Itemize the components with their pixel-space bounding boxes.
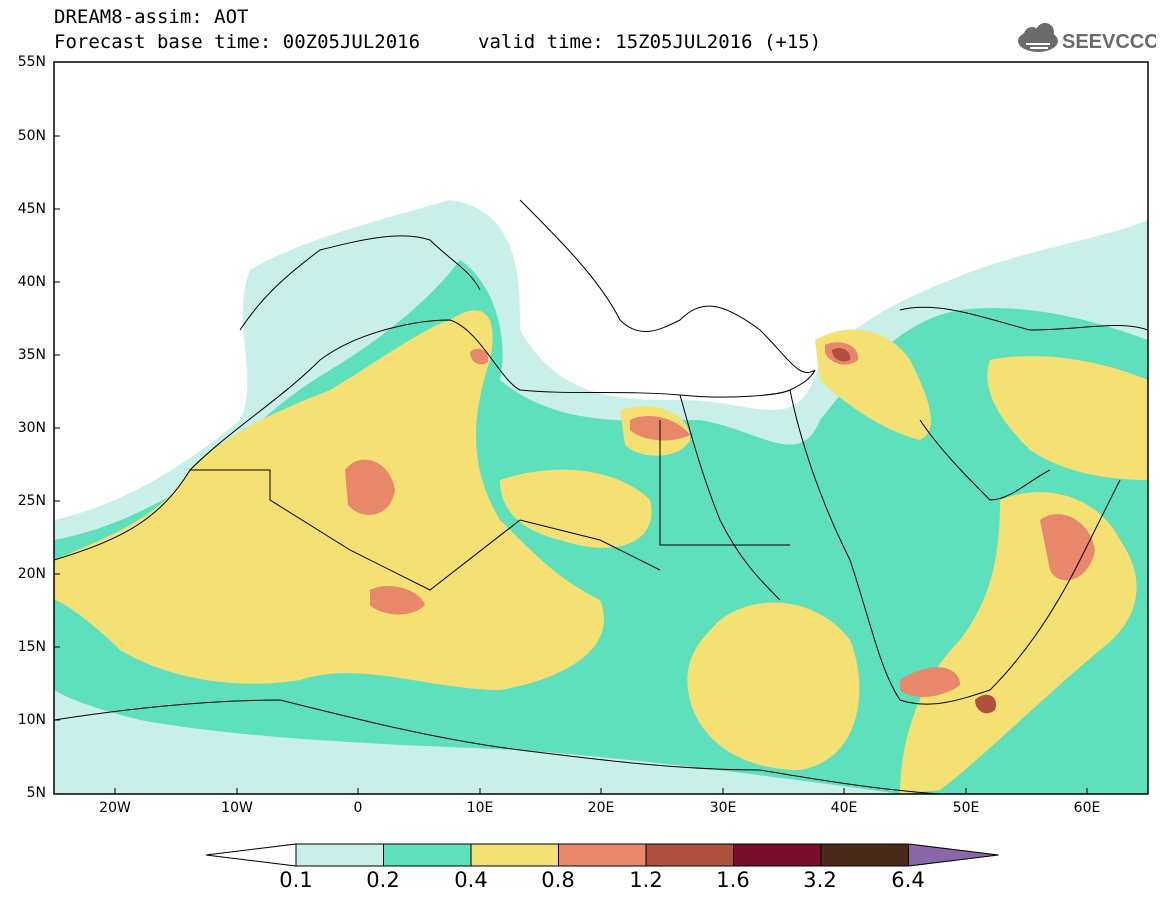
- aot-contours: [54, 200, 1148, 794]
- lat-label: 45N: [17, 201, 46, 217]
- coastlines: [53, 199, 1149, 795]
- contour-0.4-iran: [987, 356, 1148, 480]
- forecast-base-time: Forecast base time: 00Z05JUL2016: [54, 31, 421, 53]
- lon-label: 60E: [1073, 800, 1101, 816]
- lon-label: 20W: [99, 800, 131, 816]
- lat-label: 35N: [17, 347, 46, 363]
- cloud-icon: [1018, 23, 1058, 52]
- colorbar-label: 0.1: [279, 868, 313, 892]
- lon-label: 40E: [830, 800, 858, 816]
- contour-0.8-g: [470, 348, 489, 365]
- contour-0.4-west: [54, 310, 604, 690]
- lon-label: 0: [353, 800, 363, 816]
- colorbar-label: 1.6: [716, 868, 750, 892]
- contour-0.8-e: [900, 667, 960, 697]
- contour-1.2-b: [975, 694, 996, 714]
- colorbar-label: 1.2: [629, 868, 663, 892]
- colorbar-label: 0.4: [454, 868, 488, 892]
- contour-0.4-central: [500, 469, 652, 548]
- lon-label: 10W: [221, 800, 253, 816]
- contour-0.4-sudan: [687, 602, 860, 770]
- contour-0.8-d: [1040, 514, 1095, 581]
- seevccc-logo: SEEVCCC: [1018, 23, 1156, 53]
- lat-label: 25N: [17, 493, 46, 509]
- contour-1.2-a: [832, 348, 851, 362]
- colorbar-label: 0.8: [541, 868, 575, 892]
- lat-label: 20N: [17, 566, 46, 582]
- logo-text: SEEVCCC: [1062, 31, 1156, 53]
- lon-label: 30E: [709, 800, 737, 816]
- lon-label: 50E: [952, 800, 980, 816]
- contour-0.8-a: [345, 459, 395, 515]
- lat-label: 50N: [17, 128, 46, 144]
- lat-label: 5N: [26, 785, 46, 801]
- contour-0.8-b: [370, 585, 425, 615]
- colorbar-label: 3.2: [803, 868, 837, 892]
- valid-time: valid time: 15Z05JUL2016 (+15): [478, 31, 822, 53]
- lat-label: 30N: [17, 420, 46, 436]
- colorbar-label: 0.2: [366, 868, 400, 892]
- lon-label: 10E: [466, 800, 494, 816]
- lat-label: 55N: [17, 54, 46, 70]
- map-title: DREAM8-assim: AOT: [54, 6, 249, 28]
- lat-label: 15N: [17, 639, 46, 655]
- colorbar-label: 6.4: [891, 868, 925, 892]
- lat-label: 10N: [17, 712, 46, 728]
- lon-label: 20E: [587, 800, 615, 816]
- lat-label: 40N: [17, 274, 46, 290]
- axis-ticks: [54, 61, 1088, 794]
